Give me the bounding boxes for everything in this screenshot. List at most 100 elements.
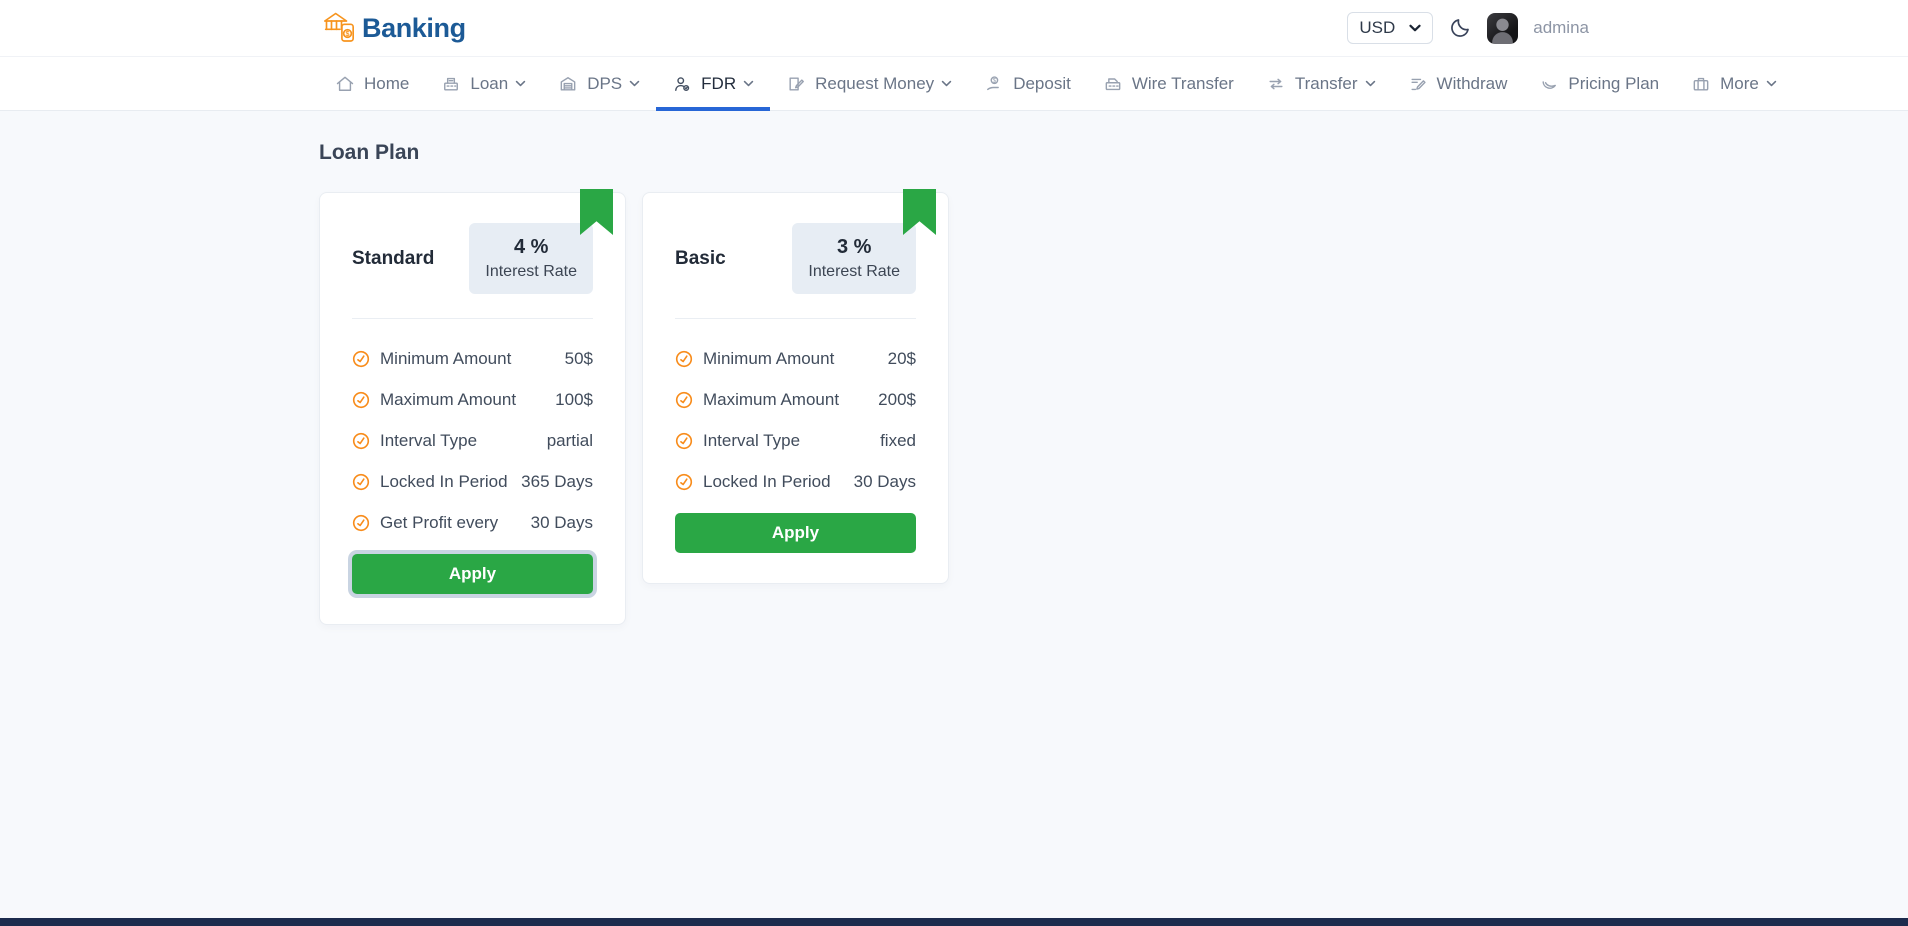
check-circle-icon — [352, 432, 370, 450]
feature-value: 20$ — [887, 349, 916, 368]
nav-item-label: Withdraw — [1436, 73, 1508, 93]
feature-label: Maximum Amount — [703, 390, 840, 409]
plan-feature-row: Minimum Amount 50$ — [352, 349, 593, 369]
bookmark-ribbon — [580, 189, 613, 235]
top-header: $ Banking USD admina — [0, 0, 1908, 56]
divider — [675, 318, 916, 319]
chevron-down-icon — [941, 80, 952, 87]
feature-value: partial — [546, 431, 593, 450]
moon-icon[interactable] — [1448, 16, 1472, 40]
brand-logo[interactable]: $ Banking — [319, 6, 466, 51]
chevron-down-icon — [1766, 80, 1777, 87]
feature-value: 100$ — [555, 390, 593, 409]
nav-item-label: More — [1720, 73, 1759, 93]
plan-name: Standard — [352, 247, 435, 269]
interest-rate-box: 3 % Interest Rate — [792, 223, 916, 294]
check-circle-icon — [675, 473, 693, 491]
svg-text:$: $ — [346, 30, 350, 38]
currency-select[interactable]: USD — [1347, 12, 1434, 44]
nav-item-label: Pricing Plan — [1568, 73, 1660, 93]
plan-feature-row: Locked In Period 30 Days — [675, 472, 916, 492]
nav-item-label: Request Money — [815, 73, 935, 93]
apply-button[interactable]: Apply — [352, 554, 593, 594]
user-shield-icon — [672, 74, 692, 94]
feature-label: Interval Type — [380, 431, 478, 450]
hand-dollar-icon: $ — [984, 74, 1004, 94]
plan-feature-row: Interval Type fixed — [675, 431, 916, 451]
nav-item-label: Home — [364, 73, 410, 93]
feature-label: Interval Type — [703, 431, 801, 450]
nav-item-wire-transfer[interactable]: Wire Transfer — [1087, 57, 1250, 110]
plan-feature-row: Locked In Period 365 Days — [352, 472, 593, 492]
svg-text:$: $ — [993, 77, 997, 84]
plan-card-standard: Standard 4 % Interest Rate Minimum Amount 50… — [319, 189, 626, 625]
feature-label: Maximum Amount — [380, 390, 517, 409]
feature-value: 200$ — [878, 390, 916, 409]
plan-feature-list: Minimum Amount 20$ Maximum Amount 200$ Inter… — [675, 349, 916, 492]
feature-value: 50$ — [564, 349, 593, 368]
nav-item-fdr[interactable]: FDR — [656, 57, 771, 111]
feature-label: Minimum Amount — [703, 349, 835, 368]
check-circle-icon — [352, 473, 370, 491]
nav-item-deposit[interactable]: $ Deposit — [968, 57, 1087, 110]
brand-name: Banking — [362, 12, 466, 43]
plan-feature-row: Maximum Amount 100$ — [352, 390, 593, 410]
wire-transfer-icon — [1103, 74, 1123, 94]
footer-bar — [0, 918, 1908, 926]
check-circle-icon — [352, 514, 370, 532]
plan-name: Basic — [675, 247, 726, 269]
page-title: Loan Plan — [319, 141, 420, 164]
briefcase-icon — [1691, 74, 1711, 94]
nav-item-request-money[interactable]: Request Money — [770, 57, 968, 110]
nav-item-withdraw[interactable]: Withdraw — [1392, 57, 1524, 110]
check-circle-icon — [675, 432, 693, 450]
check-circle-icon — [352, 391, 370, 409]
main-nav: Home Loan DPS FDR Request Money $ Deposit Wire … — [0, 56, 1908, 111]
arrows-swap-icon — [1266, 74, 1286, 94]
feature-label: Locked In Period — [703, 472, 831, 491]
divider — [352, 318, 593, 319]
currency-value: USD — [1359, 18, 1396, 37]
plans-row: Standard 4 % Interest Rate Minimum Amount 50… — [319, 189, 1589, 625]
check-circle-icon — [352, 350, 370, 368]
chevron-down-icon — [1365, 80, 1376, 87]
interest-rate-label: Interest Rate — [485, 263, 577, 280]
username: admina — [1533, 18, 1589, 37]
chevron-down-icon — [629, 80, 640, 87]
interest-rate-label: Interest Rate — [808, 263, 900, 280]
nav-item-dps[interactable]: DPS — [542, 57, 656, 110]
home-icon — [335, 74, 355, 94]
feature-value: fixed — [880, 431, 916, 450]
plan-feature-row: Minimum Amount 20$ — [675, 349, 916, 369]
plan-feature-row: Interval Type partial — [352, 431, 593, 451]
nav-item-label: FDR — [701, 73, 737, 93]
feature-label: Get Profit every — [380, 513, 499, 532]
user-avatar[interactable] — [1487, 12, 1519, 44]
archive-icon — [558, 74, 578, 94]
nav-item-transfer[interactable]: Transfer — [1250, 57, 1392, 110]
plan-card-basic: Basic 3 % Interest Rate Minimum Amount 20$ Ma… — [642, 189, 949, 584]
bank-logo-icon: $ — [319, 6, 359, 51]
nav-item-home[interactable]: Home — [319, 57, 425, 110]
interest-rate-box: 4 % Interest Rate — [469, 223, 593, 294]
bookmark-ribbon — [903, 189, 936, 235]
plan-feature-row: Maximum Amount 200$ — [675, 390, 916, 410]
chevron-down-icon — [515, 80, 526, 87]
nav-item-pricing-plan[interactable]: Pricing Plan — [1523, 57, 1675, 110]
active-tab-underline — [656, 107, 771, 111]
feature-label: Minimum Amount — [380, 349, 512, 368]
feature-label: Locked In Period — [380, 472, 508, 491]
apply-button[interactable]: Apply — [675, 513, 916, 553]
check-circle-icon — [675, 350, 693, 368]
nav-item-more[interactable]: More — [1675, 57, 1793, 110]
chevron-down-icon — [1409, 24, 1421, 32]
swoosh-icon — [1539, 74, 1559, 94]
nav-item-label: Transfer — [1294, 73, 1358, 93]
main-content: Loan Plan Standard 4 % Interest Rate Minimu… — [0, 111, 1908, 918]
interest-rate-value: 4 % — [513, 236, 549, 258]
check-circle-icon — [675, 391, 693, 409]
chevron-down-icon — [743, 80, 754, 87]
nav-item-label: Loan — [470, 73, 509, 93]
plan-feature-row: Get Profit every 30 Days — [352, 513, 593, 533]
nav-item-loan[interactable]: Loan — [425, 57, 542, 110]
